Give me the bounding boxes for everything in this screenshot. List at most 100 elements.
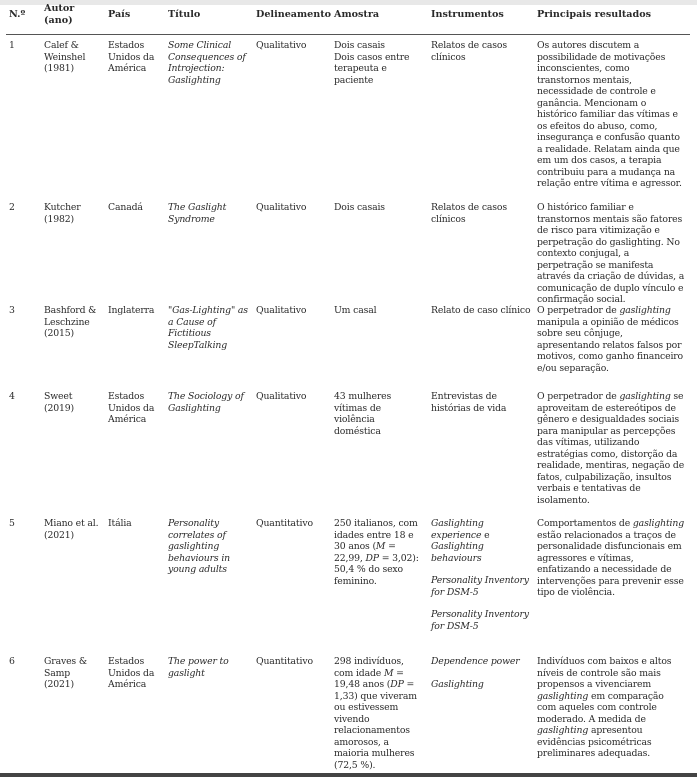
cell-delineamento: Quantitativo [256, 518, 313, 529]
text-run: manipula a opinião de médicos sobre seu … [537, 316, 684, 374]
text-run: gaslighting [619, 305, 671, 316]
cell-pais: Estados Unidos da América [108, 656, 155, 690]
cell-titulo: Some Clinical Consequences of Introjecti… [168, 40, 246, 86]
cell-autor: Miano et al. (2021) [44, 518, 99, 541]
text-run: Relato de caso clínico [431, 305, 531, 316]
header-resultados: Principais resultados [537, 9, 652, 20]
spacer [431, 564, 531, 575]
cell-pais: Inglaterra [108, 305, 155, 316]
text-run: gaslighting [632, 518, 685, 529]
cell-titulo: The power to gaslight [168, 656, 229, 679]
header-instrumentos: Instrumentos [431, 9, 504, 20]
text-run: Os autores discutem a possibilidade de m… [537, 40, 682, 189]
cell-autor: Sweet (2019) [44, 391, 75, 414]
cell-pais: Itália [108, 518, 132, 529]
cell-n: 1 [9, 40, 15, 51]
text-run: 250 italianos, com idades entre 18 e 30 … [334, 518, 418, 552]
text-run: M [375, 541, 386, 552]
cell-resultados: O perpetrador de gaslighting manipula a … [537, 305, 685, 374]
text-run: Personality Inventory for DSM-5 [431, 609, 529, 632]
cell-resultados: O histórico familiar e transtornos menta… [537, 202, 685, 306]
cell-instrumentos: Gaslighting experience e Gaslighting beh… [431, 518, 531, 632]
cell-delineamento: Quantitativo [256, 656, 313, 667]
cell-delineamento: Qualitativo [256, 202, 307, 213]
cell-amostra: Um casal [334, 305, 424, 317]
text-run: 298 indivíduos, com idade [334, 656, 404, 679]
text-run: gaslighting [619, 391, 671, 402]
cell-pais: Estados Unidos da América [108, 391, 155, 425]
cell-n: 4 [9, 391, 15, 402]
cell-titulo: The Sociology of Gaslighting [168, 391, 244, 414]
cell-instrumentos: Dependence power Gaslighting [431, 656, 531, 690]
cell-titulo: "Gas-Lighting" as a Cause of Fictitious … [168, 305, 248, 351]
spacer [431, 668, 531, 679]
text-run: e [481, 529, 490, 541]
text-run: Indivíduos com baixos e altos níveis de … [537, 656, 672, 690]
text-run: = 22,99, [334, 541, 396, 564]
cell-amostra: 43 mulheres vítimas de violência domésti… [334, 391, 424, 437]
text-run: Dois casais [334, 202, 385, 213]
text-run: Relatos de casos clínicos [431, 40, 507, 63]
cell-autor: Bashford & Leschzine (2015) [44, 305, 97, 339]
table-bottom-border [0, 773, 697, 777]
cell-amostra: Dois casais Dois casos entre terapeuta e… [334, 40, 424, 86]
cell-n: 6 [9, 656, 15, 667]
text-run: = 1,33) que viveram ou estivessem vivend… [334, 679, 417, 771]
text-run: M [383, 667, 394, 679]
header-autor: Autor (ano) [44, 3, 75, 26]
text-run: estão relacionados a traços de personali… [537, 529, 684, 599]
text-run: em comparação com aqueles com controle m… [537, 690, 664, 725]
text-run: gaslighting [537, 725, 589, 736]
cell-resultados: O perpetrador de gaslighting se aproveit… [537, 391, 685, 506]
text-run: gaslighting [537, 690, 589, 702]
text-run: Gaslighting [431, 678, 484, 690]
header-n: N.º [9, 9, 26, 20]
header-pais: País [108, 9, 131, 20]
header-delineamento: Delineamento [256, 9, 332, 20]
text-run: Comportamentos de [537, 518, 633, 529]
cell-delineamento: Qualitativo [256, 391, 307, 402]
cell-amostra: 250 italianos, com idades entre 18 e 30 … [334, 518, 424, 587]
text-run: Personality Inventory for DSM-5 [431, 575, 529, 598]
text-run: Dependence power [431, 656, 520, 667]
cell-autor: Calef & Weinshel (1981) [44, 40, 86, 74]
text-run: O perpetrador de [537, 391, 620, 402]
text-run: Um casal [334, 305, 377, 316]
text-run: O perpetrador de [537, 305, 620, 316]
cell-resultados: Comportamentos de gaslighting estão rela… [537, 518, 685, 599]
text-run: = 3,02): 50,4 % do sexo feminino. [334, 552, 419, 587]
text-run: apresentou evidências psicométricas prel… [537, 725, 652, 759]
cell-n: 3 [9, 305, 15, 316]
cell-titulo: Personality correlates of gaslighting be… [168, 518, 230, 575]
text-run: Gaslighting behaviours [431, 541, 484, 564]
cell-resultados: Os autores discutem a possibilidade de m… [537, 40, 685, 190]
cell-titulo: The Gaslight Syndrome [168, 202, 227, 225]
cell-resultados: Indivíduos com baixos e altos níveis de … [537, 656, 685, 760]
cell-instrumentos: Relatos de casos clínicos [431, 202, 531, 225]
text-run: se aproveitam de estereótipos de gênero … [537, 391, 685, 506]
text-run: O histórico familiar e transtornos menta… [537, 202, 685, 305]
top-band [0, 0, 697, 5]
text-run: DP [365, 552, 379, 564]
cell-instrumentos: Entrevistas de histórias de vida [431, 391, 531, 414]
header-amostra: Amostra [334, 9, 380, 20]
cell-pais: Estados Unidos da América [108, 40, 155, 74]
cell-delineamento: Qualitativo [256, 305, 307, 316]
cell-autor: Kutcher (1982) [44, 202, 81, 225]
text-run: Dois casais Dois casos entre terapeuta e… [334, 40, 410, 86]
cell-n: 2 [9, 202, 15, 213]
cell-autor: Graves & Samp (2021) [44, 656, 87, 690]
header-titulo: Título [168, 9, 201, 20]
cell-amostra: Dois casais [334, 202, 424, 214]
spacer [431, 598, 531, 609]
text-run: 43 mulheres vítimas de violência domésti… [334, 391, 392, 437]
cell-n: 5 [9, 518, 15, 529]
cell-instrumentos: Relato de caso clínico [431, 305, 531, 317]
cell-delineamento: Qualitativo [256, 40, 307, 51]
text-run: DP [390, 679, 404, 690]
cell-instrumentos: Relatos de casos clínicos [431, 40, 531, 63]
cell-amostra: 298 indivíduos, com idade M = 19,48 anos… [334, 656, 424, 771]
cell-pais: Canadá [108, 202, 143, 213]
text-run: = 19,48 anos ( [334, 667, 404, 691]
text-run: Relatos de casos clínicos [431, 202, 507, 225]
